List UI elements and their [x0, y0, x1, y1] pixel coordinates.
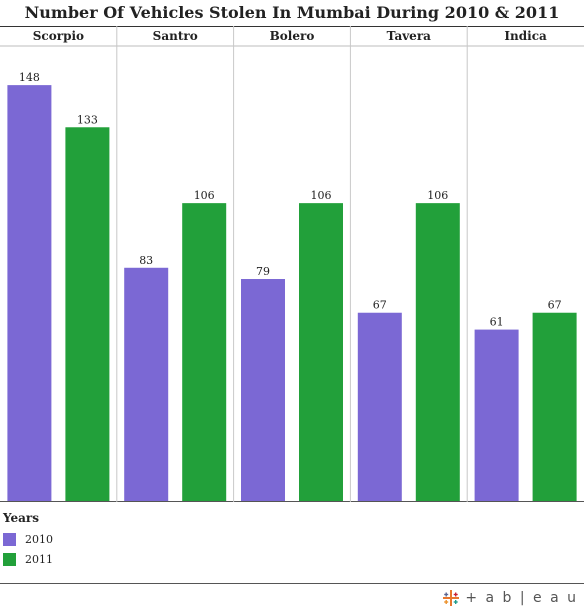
- logo-text: + a b | e a u: [465, 590, 578, 606]
- category-label-scorpio: Scorpio: [33, 29, 84, 43]
- legend-item-2010[interactable]: 2010: [3, 529, 53, 549]
- category-label-tavera: Tavera: [387, 29, 431, 43]
- data-label-tavera-2010: 67: [373, 299, 387, 312]
- bar-tavera-2011: [415, 203, 460, 501]
- data-label-indica-2010: 61: [490, 316, 504, 329]
- data-label-santro-2010: 83: [139, 254, 153, 267]
- chart-title: Number Of Vehicles Stolen In Mumbai Duri…: [24, 3, 560, 22]
- legend-swatch-2011: [3, 552, 16, 566]
- data-label-indica-2011: 67: [548, 299, 562, 312]
- bar-scorpio-2010: [7, 85, 52, 501]
- legend-item-2011[interactable]: 2011: [3, 549, 53, 569]
- data-label-scorpio-2010: 148: [19, 71, 40, 84]
- data-label-bolero-2011: 106: [311, 189, 332, 202]
- data-label-bolero-2010: 79: [256, 265, 270, 278]
- tableau-mark-icon: [443, 590, 460, 606]
- data-label-tavera-2011: 106: [427, 189, 448, 202]
- data-label-santro-2011: 106: [194, 189, 215, 202]
- legend: Years 2010 2011: [3, 511, 53, 569]
- bar-indica-2010: [474, 329, 519, 501]
- category-label-santro: Santro: [153, 29, 198, 43]
- category-label-bolero: Bolero: [270, 29, 315, 43]
- legend-swatch-2010: [3, 532, 16, 546]
- chart-frame: [0, 26, 584, 502]
- bar-santro-2010: [124, 267, 169, 501]
- bar-scorpio-2011: [65, 127, 110, 502]
- bar-bolero-2011: [299, 203, 343, 501]
- footer-divider: [0, 583, 584, 584]
- legend-label-2011: 2011: [25, 552, 53, 566]
- bar-santro-2011: [182, 203, 227, 501]
- legend-label-2010: 2010: [25, 532, 53, 546]
- category-label-indica: Indica: [504, 29, 547, 43]
- bar-tavera-2010: [357, 312, 402, 501]
- bar-indica-2011: [532, 312, 577, 501]
- data-label-scorpio-2011: 133: [77, 113, 98, 126]
- legend-title: Years: [3, 511, 40, 525]
- bar-chart: Scorpio 148 133 Santro 83 106 Bolero 79 106 Taver…: [0, 26, 584, 502]
- bar-bolero-2010: [241, 279, 285, 501]
- tableau-logo[interactable]: + a b | e a u: [442, 589, 578, 607]
